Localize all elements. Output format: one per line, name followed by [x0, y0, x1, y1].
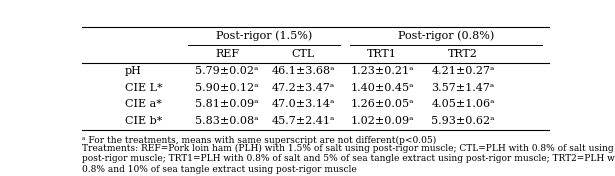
Text: 5.93±0.62ᵃ: 5.93±0.62ᵃ [431, 116, 494, 126]
Text: 47.2±3.47ᵃ: 47.2±3.47ᵃ [272, 83, 335, 93]
Text: CIE b*: CIE b* [124, 116, 162, 126]
Text: CIE a*: CIE a* [124, 99, 161, 109]
Text: CTL: CTL [292, 49, 315, 59]
Text: 46.1±3.68ᵃ: 46.1±3.68ᵃ [271, 66, 335, 76]
Text: 3.57±1.47ᵃ: 3.57±1.47ᵃ [431, 83, 494, 93]
Text: TRT2: TRT2 [448, 49, 478, 59]
Text: TRT1: TRT1 [367, 49, 397, 59]
Text: 1.40±0.45ᵃ: 1.40±0.45ᵃ [350, 83, 414, 93]
Text: 5.90±0.12ᵃ: 5.90±0.12ᵃ [195, 83, 259, 93]
Text: Post-rigor (1.5%): Post-rigor (1.5%) [216, 30, 312, 41]
Text: 5.83±0.08ᵃ: 5.83±0.08ᵃ [195, 116, 259, 126]
Text: REF: REF [215, 49, 239, 59]
Text: 1.02±0.09ᵃ: 1.02±0.09ᵃ [350, 116, 414, 126]
Text: 4.21±0.27ᵃ: 4.21±0.27ᵃ [431, 66, 494, 76]
Text: 4.05±1.06ᵃ: 4.05±1.06ᵃ [431, 99, 494, 109]
Text: 1.23±0.21ᵃ: 1.23±0.21ᵃ [350, 66, 414, 76]
Text: pH: pH [124, 66, 141, 76]
Text: Post-rigor (0.8%): Post-rigor (0.8%) [398, 30, 494, 41]
Text: 5.79±0.02ᵃ: 5.79±0.02ᵃ [196, 66, 259, 76]
Text: 1.26±0.05ᵃ: 1.26±0.05ᵃ [350, 99, 414, 109]
Text: Treatments: REF=Pork loin ham (PLH) with 1.5% of salt using post-rigor muscle; C: Treatments: REF=Pork loin ham (PLH) with… [82, 144, 615, 174]
Text: CIE L*: CIE L* [124, 83, 162, 93]
Text: ᵃ For the treatments, means with same superscript are not different(p<0.05): ᵃ For the treatments, means with same su… [82, 136, 436, 145]
Text: 5.81±0.09ᵃ: 5.81±0.09ᵃ [195, 99, 259, 109]
Text: 47.0±3.14ᵃ: 47.0±3.14ᵃ [272, 99, 335, 109]
Text: 45.7±2.41ᵃ: 45.7±2.41ᵃ [272, 116, 335, 126]
